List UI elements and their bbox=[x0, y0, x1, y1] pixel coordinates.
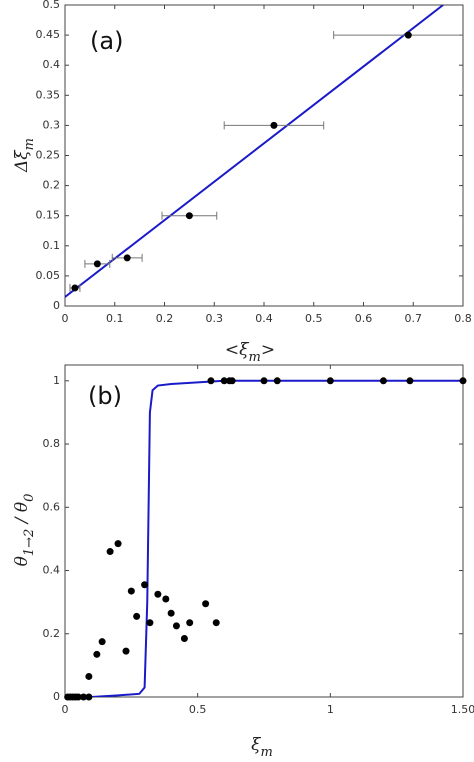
y-tick-label: 0.2 bbox=[43, 627, 61, 640]
data-point bbox=[202, 600, 210, 608]
plot-area bbox=[64, 4, 464, 307]
x-tick-label: 0.6 bbox=[355, 312, 373, 325]
data-point bbox=[406, 377, 414, 385]
data-point bbox=[98, 638, 106, 646]
panel-title: (a) bbox=[90, 27, 123, 55]
label-part: θ bbox=[12, 556, 32, 566]
data-point bbox=[123, 254, 131, 262]
x-tick-label: 0.8 bbox=[454, 312, 472, 325]
label-part: Δξ bbox=[12, 149, 32, 173]
label-subscript: m bbox=[261, 745, 273, 760]
data-point bbox=[212, 619, 220, 627]
data-point bbox=[154, 590, 162, 598]
x-tick-label: 1.50 bbox=[451, 703, 474, 716]
data-point bbox=[220, 377, 228, 385]
data-point bbox=[114, 540, 122, 548]
x-tick-label: 0.3 bbox=[206, 312, 224, 325]
data-point bbox=[459, 377, 467, 385]
y-tick-label: 0.6 bbox=[43, 500, 61, 513]
data-point bbox=[228, 377, 236, 385]
y-tick-label: 0.4 bbox=[43, 58, 61, 71]
y-tick-label: 0.4 bbox=[43, 564, 61, 577]
y-tick-label: 0.45 bbox=[36, 28, 61, 41]
label-part: > bbox=[261, 340, 275, 360]
axis-label: Δξm bbox=[12, 138, 38, 173]
y-tick-label: 0.05 bbox=[36, 269, 61, 282]
axis-label: θ1→2 / θ0 bbox=[12, 494, 38, 567]
data-point bbox=[172, 622, 180, 630]
x-tick-label: 0.1 bbox=[106, 312, 124, 325]
x-tick-label: 0.2 bbox=[156, 312, 174, 325]
y-tick-label: 0 bbox=[53, 299, 60, 312]
data-point bbox=[71, 284, 79, 292]
data-point bbox=[85, 693, 93, 701]
data-point bbox=[85, 672, 93, 680]
data-point bbox=[207, 377, 215, 385]
y-tick-label: 0.2 bbox=[43, 179, 61, 192]
label-subscript: 1→2 bbox=[22, 529, 37, 556]
plot-content bbox=[65, 379, 463, 697]
data-point bbox=[146, 619, 154, 627]
data-point bbox=[379, 377, 387, 385]
y-tick-label: 0.15 bbox=[36, 209, 61, 222]
plot-area bbox=[64, 364, 464, 698]
label-subscript: 0 bbox=[22, 494, 37, 502]
data-point bbox=[141, 581, 149, 589]
axis-label: ξm bbox=[251, 735, 273, 761]
y-tick-label: 0.35 bbox=[36, 88, 61, 101]
fit-line bbox=[65, 379, 463, 697]
data-point bbox=[80, 693, 88, 701]
data-point bbox=[326, 377, 334, 385]
data-point bbox=[127, 587, 135, 595]
label-part: <ξ bbox=[225, 340, 250, 360]
y-tick-label: 0.1 bbox=[43, 239, 61, 252]
data-point bbox=[122, 647, 130, 655]
x-tick-label: 0.5 bbox=[305, 312, 323, 325]
data-point bbox=[260, 377, 268, 385]
y-tick-label: 0.25 bbox=[36, 149, 61, 162]
data-point bbox=[273, 377, 281, 385]
y-tick-label: 0.3 bbox=[43, 118, 61, 131]
label-subscript: m bbox=[22, 138, 37, 150]
x-tick-label: 0.5 bbox=[189, 703, 207, 716]
y-tick-label: 1 bbox=[53, 374, 60, 387]
label-part: ξ bbox=[251, 735, 262, 755]
data-point bbox=[185, 212, 193, 220]
panel-title: (b) bbox=[88, 382, 122, 410]
x-tick-label: 1 bbox=[327, 703, 334, 716]
data-point bbox=[74, 693, 82, 701]
axis-label: <ξm> bbox=[225, 340, 275, 366]
x-tick-label: 0 bbox=[62, 312, 69, 325]
data-point bbox=[93, 260, 101, 268]
data-point bbox=[162, 595, 170, 603]
data-point bbox=[180, 635, 188, 643]
x-tick-label: 0 bbox=[62, 703, 69, 716]
data-point bbox=[186, 619, 194, 627]
label-part: / θ bbox=[12, 502, 32, 529]
y-tick-label: 0.8 bbox=[43, 437, 61, 450]
data-point bbox=[93, 650, 101, 658]
data-point bbox=[404, 31, 412, 39]
fit-line bbox=[65, 5, 444, 298]
data-point bbox=[133, 612, 141, 620]
y-tick-label: 0 bbox=[53, 690, 60, 703]
data-point bbox=[106, 548, 114, 556]
y-tick-label: 0.5 bbox=[43, 0, 61, 11]
label-subscript: m bbox=[249, 350, 261, 365]
data-point bbox=[167, 609, 175, 617]
data-point bbox=[270, 121, 278, 129]
x-tick-label: 0.4 bbox=[255, 312, 273, 325]
x-tick-label: 0.7 bbox=[405, 312, 423, 325]
